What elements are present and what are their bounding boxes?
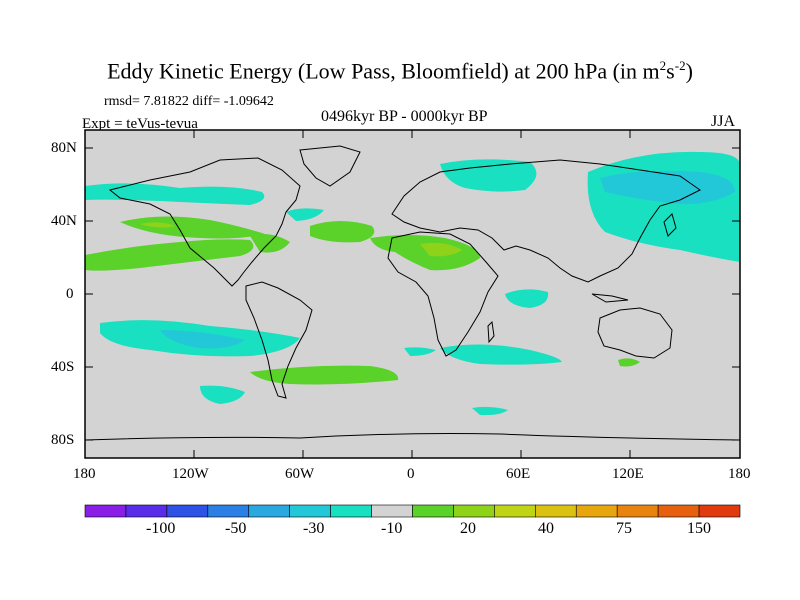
lat-label-40n: 40N <box>51 213 77 229</box>
lon-label-120e: 120E <box>612 466 644 482</box>
experiment-text: Expt = teVus-tevua <box>82 116 198 132</box>
coast-north-america <box>108 157 301 287</box>
period-text: 0496kyr BP - 0000kyr BP <box>321 108 488 125</box>
lat-label-40s: 40S <box>51 359 75 375</box>
colorbar-swatch <box>248 504 290 518</box>
lon-label-0: 0 <box>407 466 415 482</box>
coast-indonesia <box>591 293 629 303</box>
field-yellowgreen-sahara <box>420 242 462 257</box>
colorbar-label: -30 <box>303 520 325 537</box>
colorbar-label: 40 <box>538 520 554 537</box>
colorbar-swatch <box>616 504 659 518</box>
colorbar-swatch <box>84 504 127 518</box>
field-cyan-siberia <box>440 159 537 192</box>
colorbar-swatch <box>330 504 372 518</box>
season-text: JJA <box>711 113 736 130</box>
colorbar-swatch <box>289 504 331 518</box>
field-green-npacific-west <box>85 239 254 271</box>
colorbar-label: -10 <box>381 520 403 537</box>
lon-label-60w: 60W <box>285 466 315 482</box>
colorbar-label: 20 <box>460 520 476 537</box>
colorbar-swatch <box>412 504 454 518</box>
colorbar-label: 75 <box>616 520 632 537</box>
colorbar-swatch <box>207 504 250 518</box>
lat-label-0: 0 <box>66 286 74 302</box>
tick-marks <box>85 130 740 458</box>
field-cyan-sindian <box>440 344 562 365</box>
field-yellowgreen-core <box>140 222 175 228</box>
coastlines <box>85 145 740 441</box>
field-cyan-ssouth <box>200 385 245 404</box>
field-blue-nepacific-core <box>600 170 735 205</box>
lon-label-120w: 120W <box>172 466 209 482</box>
field-cyan-antarctic <box>472 406 508 416</box>
field-blue-spacific-core <box>160 330 245 349</box>
field-green-australia <box>618 358 640 367</box>
colorbar-swatch <box>535 504 577 518</box>
colorbar-swatch <box>166 504 209 518</box>
lon-label-60e: 60E <box>506 466 531 482</box>
coast-madagascar <box>487 320 495 344</box>
lon-label-180w: 180 <box>73 466 96 482</box>
colorbar-label: -50 <box>225 520 247 537</box>
field-cyan-nwatlantic <box>286 208 324 221</box>
field-green-africa-band <box>370 235 480 271</box>
colorbar-swatch <box>657 504 700 518</box>
coast-eurasia <box>391 159 701 283</box>
coast-greenland <box>299 145 361 187</box>
field-cyan-eqindian <box>505 289 549 308</box>
field-green-pacific-upper <box>120 216 265 239</box>
field-green-namerica <box>250 234 290 253</box>
chart-title: Eddy Kinetic Energy (Low Pass, Bloomfiel… <box>107 58 693 84</box>
field-green-natlantic <box>310 221 375 243</box>
colorbar-swatch <box>371 504 413 518</box>
stats-text: rmsd= 7.81822 diff= -1.09642 <box>104 94 274 109</box>
lat-label-80s: 80S <box>51 432 75 448</box>
colorbar-swatch <box>125 504 168 518</box>
colorbar-swatch <box>698 504 741 518</box>
colorbar <box>84 504 741 518</box>
anomaly-fields <box>85 151 740 416</box>
colorbar-swatch <box>453 504 495 518</box>
coast-africa <box>387 231 499 357</box>
lon-label-180e: 180 <box>728 466 751 482</box>
colorbar-swatch <box>494 504 536 518</box>
lat-label-80n: 80N <box>51 140 77 156</box>
field-cyan-sw-indian <box>404 347 436 356</box>
coast-antarctica <box>85 433 740 441</box>
coast-south-america <box>245 281 313 399</box>
colorbar-swatch <box>575 504 618 518</box>
coast-australia <box>597 307 673 359</box>
colorbar-label: -100 <box>146 520 176 537</box>
coast-japan <box>663 213 677 237</box>
colorbar-label: 150 <box>687 520 711 537</box>
